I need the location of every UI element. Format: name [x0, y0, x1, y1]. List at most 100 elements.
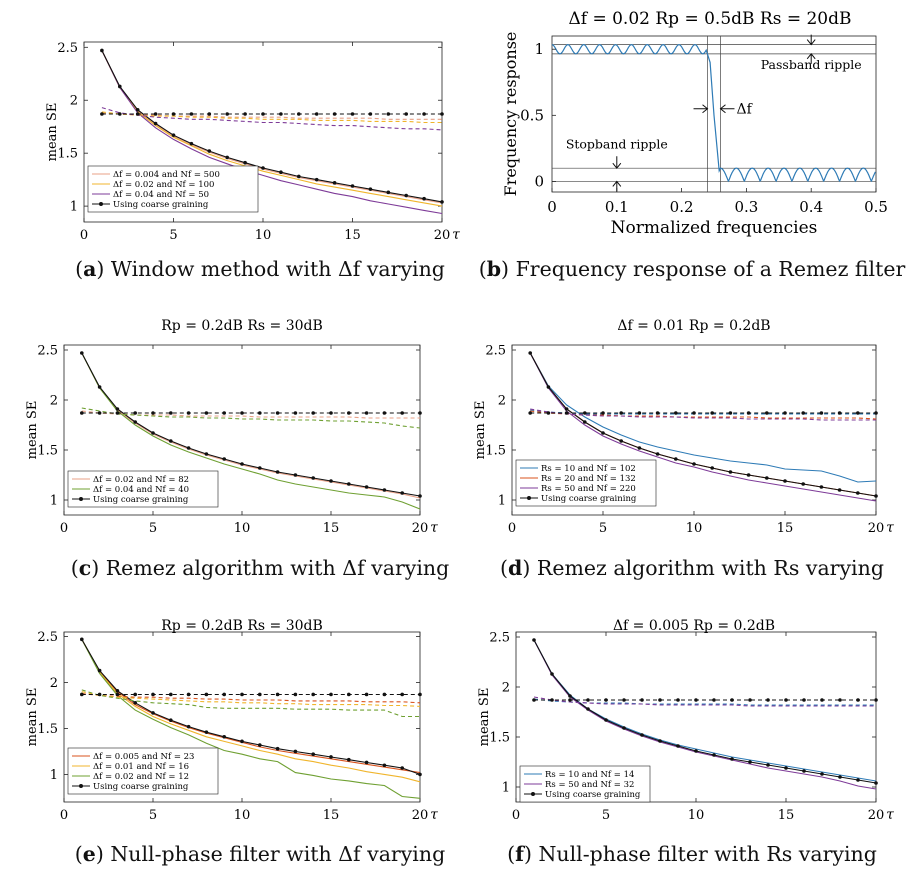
data-point — [240, 739, 244, 744]
series-line-dashed — [530, 409, 876, 415]
data-point — [674, 457, 678, 461]
data-point — [100, 112, 104, 116]
x-tick-label: 10 — [255, 228, 272, 243]
data-point — [837, 488, 842, 492]
data-point — [856, 778, 860, 782]
legend-box — [67, 470, 219, 508]
data-point — [692, 411, 696, 415]
data-point — [586, 707, 590, 711]
data-point — [368, 112, 373, 116]
data-point — [329, 479, 333, 483]
data-point — [532, 698, 536, 702]
data-point — [80, 351, 84, 355]
data-point — [133, 692, 137, 697]
series-line-dashed — [533, 696, 876, 707]
series-line-dashed — [81, 691, 421, 707]
x-tick-label: 0.3 — [734, 198, 758, 216]
legend-entry: Δf = 0.005 and Nf = 23 — [93, 752, 194, 762]
data-point — [820, 698, 824, 702]
series-line-dashed — [101, 107, 443, 131]
legend-entry: Using coarse graining — [93, 782, 189, 792]
passband-arrow — [806, 53, 816, 64]
data-point — [382, 411, 387, 415]
data-point — [601, 411, 605, 415]
series-line — [81, 639, 421, 799]
data-point — [275, 746, 280, 751]
data-point — [382, 692, 387, 697]
legend-entry: Δf = 0.01 and Nf = 16 — [93, 762, 189, 772]
data-point — [837, 411, 842, 415]
legend-box — [67, 747, 219, 795]
data-point — [204, 730, 209, 734]
stopband-arrow — [612, 180, 622, 192]
data-point — [311, 692, 316, 697]
data-point — [225, 155, 229, 160]
plot-frame — [551, 35, 877, 193]
chart-f: 0 5 10 15 20 1 1.5 2 2.5 τ mean SE Δf = 0.005 Rp = … — [477, 618, 894, 823]
chart-title: Δf = 0.005 Rp = 0.2dB — [613, 618, 775, 634]
data-point — [261, 112, 265, 116]
data-point — [674, 411, 678, 415]
legend-entry: Δf = 0.04 and Nf = 40 — [93, 485, 189, 495]
data-point — [329, 692, 333, 697]
data-point — [133, 700, 137, 705]
data-point — [293, 473, 298, 477]
data-point — [97, 411, 102, 415]
data-point — [97, 692, 102, 697]
data-point — [550, 672, 554, 676]
data-point — [275, 470, 280, 474]
data-point — [329, 755, 333, 759]
data-point — [766, 698, 770, 702]
data-point — [153, 112, 158, 116]
data-point — [676, 698, 680, 702]
data-point — [874, 411, 878, 415]
x-tick-label: 5 — [599, 521, 607, 536]
data-point — [368, 187, 373, 191]
data-point — [766, 763, 770, 767]
legend-entry: Δf = 0.004 and Nf = 500 — [113, 170, 220, 180]
data-point — [115, 689, 120, 693]
series-line — [81, 639, 421, 775]
data-point — [692, 462, 696, 466]
x-tick-label: 0 — [60, 808, 68, 823]
data-point — [311, 476, 316, 480]
data-point — [820, 772, 824, 776]
y-tick-label: 2 — [502, 681, 510, 696]
series-line — [101, 50, 443, 215]
chart-a: 0 5 10 15 20 1 1.5 2 2.5 τ mean SE Δf = 0.004 and N… — [45, 41, 460, 243]
delta-arrow — [719, 104, 735, 114]
legend-entry: Rs = 10 and Nf = 102 — [541, 464, 636, 474]
data-point — [440, 112, 444, 116]
data-point — [329, 411, 333, 415]
data-point — [189, 112, 194, 116]
y-axis-label: mean SE — [25, 688, 40, 747]
data-point — [564, 411, 569, 415]
x-tick-label: 0.2 — [670, 198, 694, 216]
data-point — [297, 174, 301, 179]
data-point — [169, 411, 173, 415]
data-point — [730, 757, 734, 761]
y-tick-label: 1 — [534, 40, 544, 58]
data-point — [619, 439, 623, 443]
legend-marker — [79, 784, 83, 788]
series-line-dashed — [101, 111, 442, 124]
data-point — [169, 718, 173, 723]
legend-entry: Δf = 0.04 and Nf = 50 — [113, 190, 209, 200]
data-point — [151, 431, 155, 435]
y-axis-label: Frequency response — [501, 32, 520, 197]
series-line — [101, 50, 443, 203]
x-tick-label: 5 — [602, 808, 610, 823]
data-point — [258, 411, 262, 415]
x-tick-label: 15 — [323, 808, 340, 823]
data-point — [422, 196, 426, 201]
data-point — [694, 749, 698, 753]
legend-entry: Using coarse graining — [113, 200, 209, 210]
y-tick-label: 1 — [502, 781, 510, 796]
y-axis-label: mean SE — [25, 401, 40, 460]
data-point — [838, 698, 842, 702]
caption-d: (d) Remez algorithm with Rs varying — [500, 556, 884, 580]
data-point — [204, 692, 209, 697]
series-line-dashed — [81, 407, 421, 429]
chart-e: 0 5 10 15 20 1 1.5 2 2.5 τ mean SE Rp = 0.2dB Rs = … — [25, 618, 438, 823]
